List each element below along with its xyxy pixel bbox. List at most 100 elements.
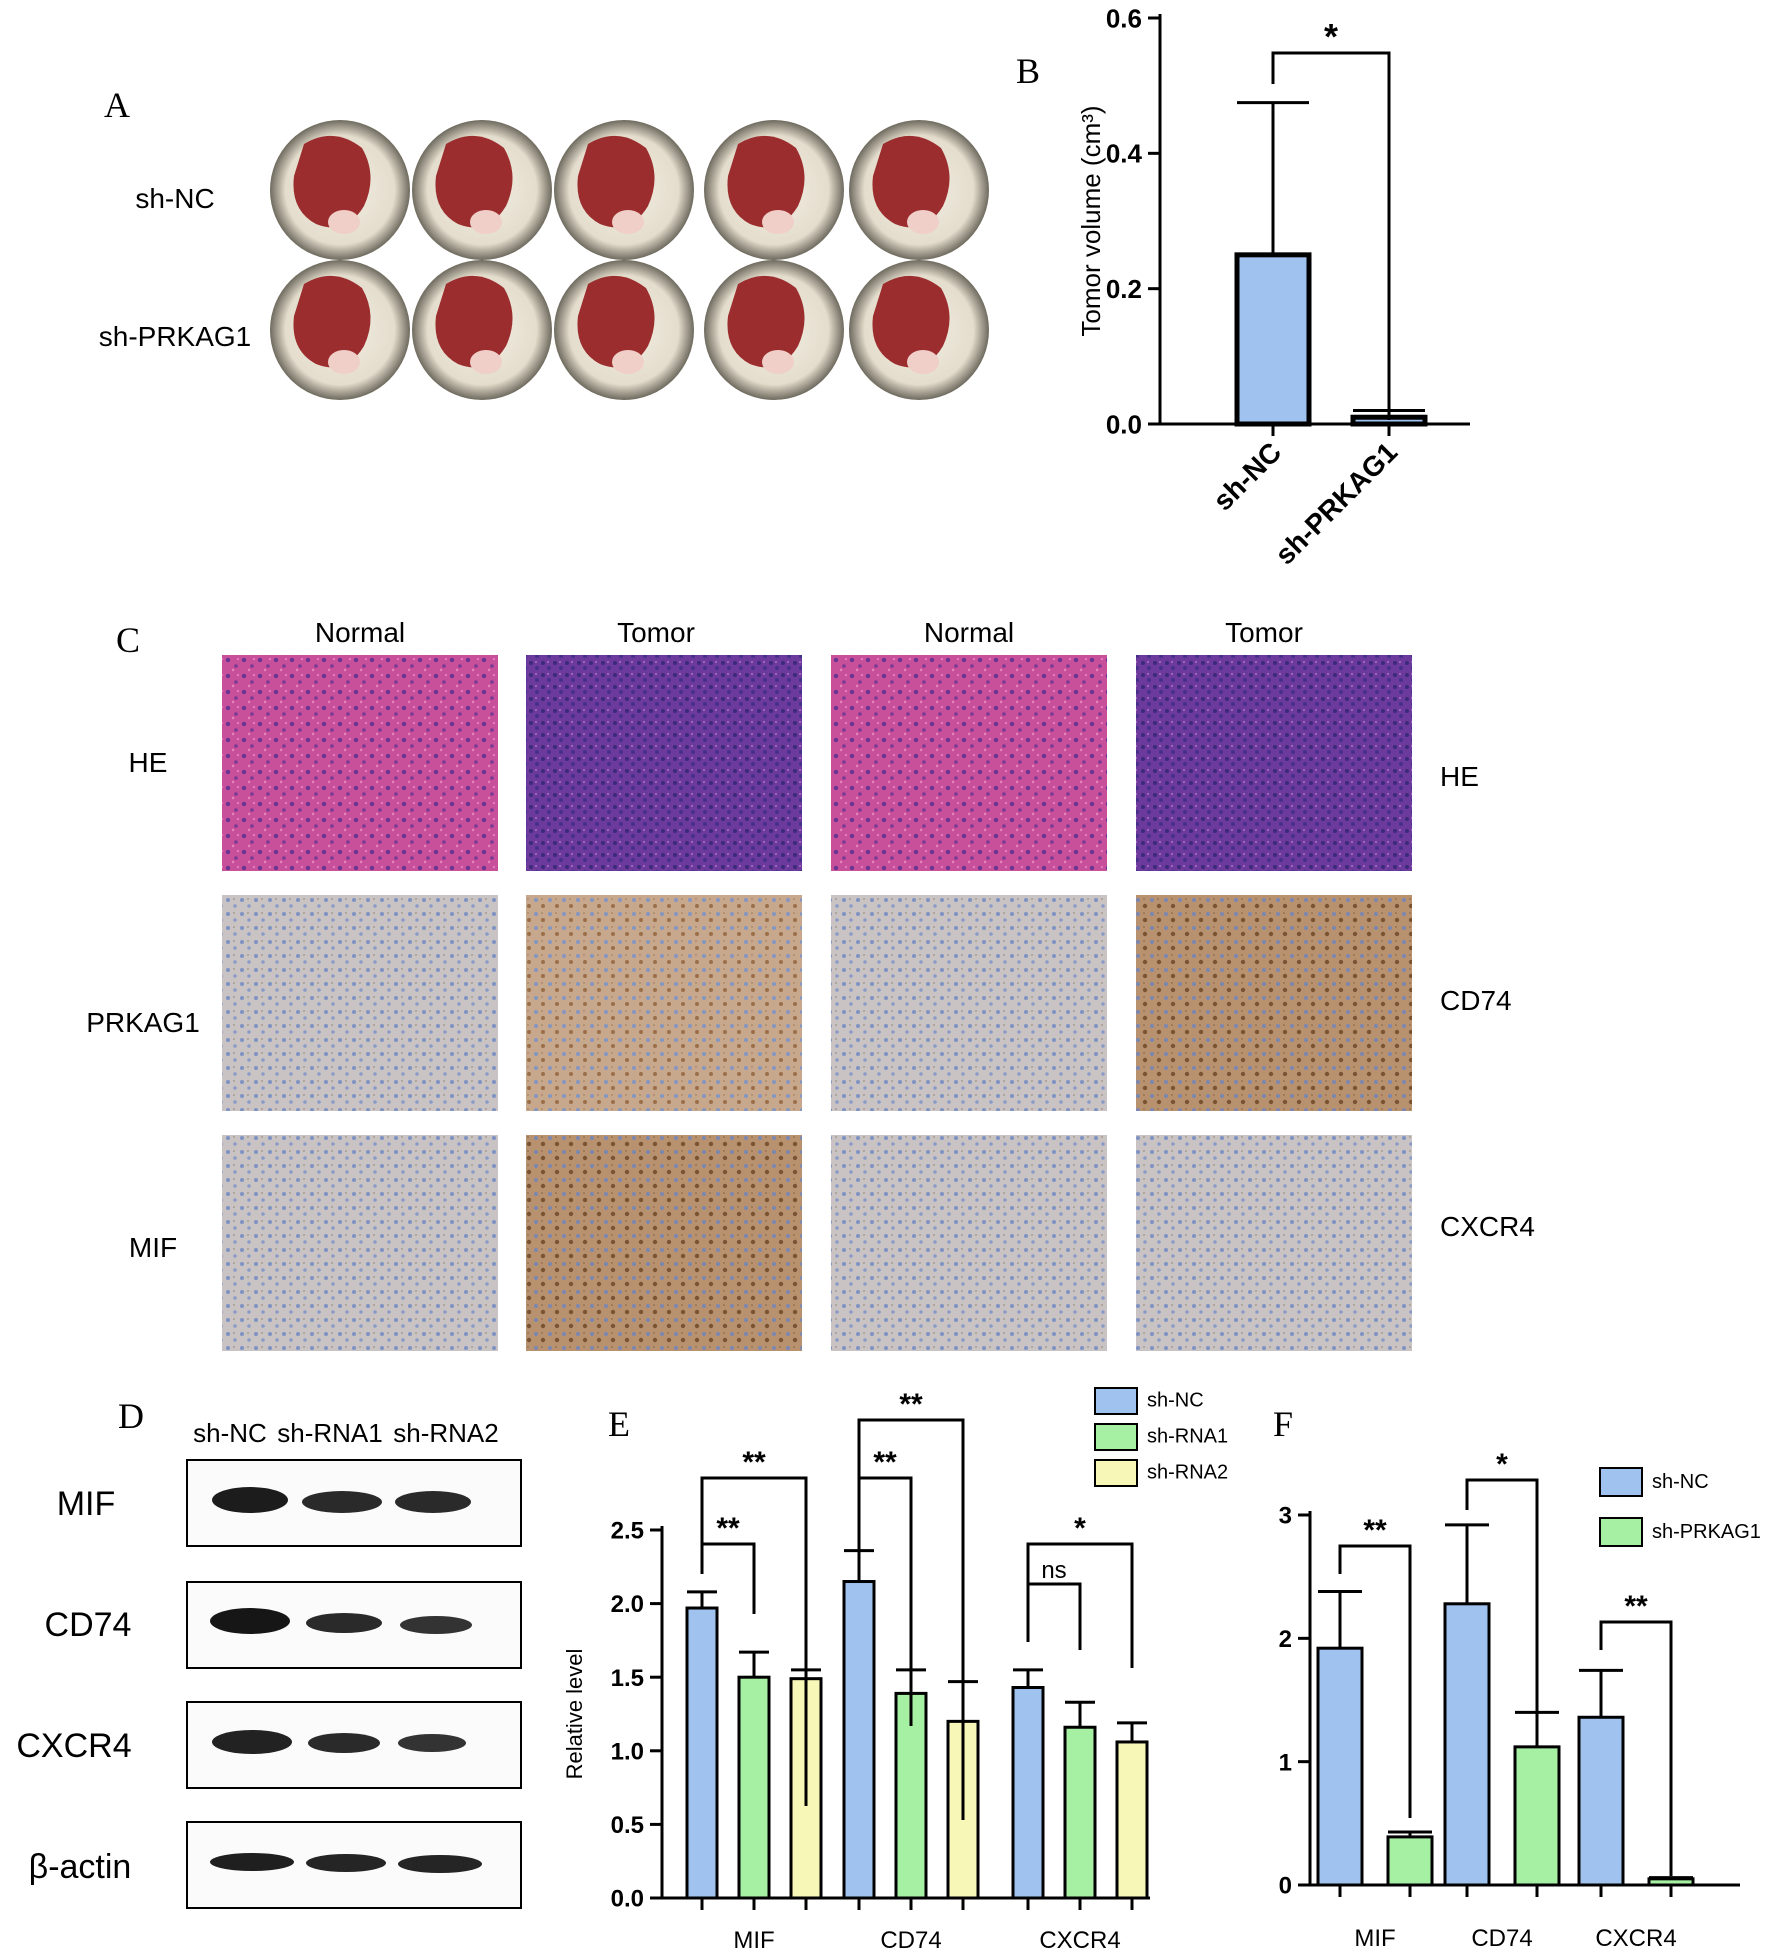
x-tick-label: sh-PRKAG1 bbox=[1269, 436, 1403, 570]
legend-swatch bbox=[1094, 1423, 1138, 1451]
panel-letter-a: A bbox=[104, 85, 130, 125]
significance-label: * bbox=[1496, 1448, 1508, 1481]
specimen-dish bbox=[554, 260, 694, 400]
tumor-nodule bbox=[612, 350, 644, 374]
liver-tissue bbox=[435, 135, 513, 228]
tile-cxcr4-tumor bbox=[1136, 1135, 1412, 1351]
specimen-dish bbox=[412, 120, 552, 260]
legend-label: sh-PRKAG1 bbox=[1652, 1521, 1761, 1543]
significance-bracket bbox=[1338, 1544, 1412, 1818]
bar-sh-NC bbox=[685, 1606, 719, 1900]
legend-label: sh-RNA1 bbox=[1147, 1426, 1228, 1448]
specimen-dish bbox=[849, 260, 989, 400]
y-axis-label: Tomor volume (cm³) bbox=[1076, 105, 1106, 336]
liver-tissue bbox=[577, 275, 655, 368]
y-axis-label: Relative level bbox=[562, 1649, 587, 1780]
y-tick-label: 2.0 bbox=[611, 1591, 644, 1618]
col-label-3: Normal bbox=[924, 617, 1014, 648]
bar-sh-NC bbox=[1234, 252, 1312, 427]
liver-tissue bbox=[293, 135, 371, 228]
x-tick-label: MIF bbox=[733, 1927, 774, 1954]
tile-prkag1-tumor bbox=[526, 895, 802, 1111]
liver-tissue bbox=[727, 275, 805, 368]
x-tick-label: sh-NC bbox=[1207, 436, 1287, 516]
x-tick-label: CD74 bbox=[880, 1927, 941, 1954]
lane-label-3: sh-RNA2 bbox=[393, 1418, 498, 1448]
bar-sh-NC bbox=[1577, 1715, 1625, 1887]
panel-c: Normal Tomor Normal Tomor HE PRKAG1 MIF … bbox=[86, 617, 1535, 1351]
x-tick-label: CXCR4 bbox=[1595, 1925, 1676, 1952]
row-label-mif: MIF bbox=[129, 1232, 177, 1263]
significance-bracket bbox=[700, 1542, 756, 1614]
blot-label-beta-actin: β-actin bbox=[29, 1848, 132, 1886]
specimen-dish bbox=[704, 120, 844, 260]
blot-label-cxcr4: CXCR4 bbox=[16, 1727, 131, 1765]
blot-mif bbox=[186, 1459, 522, 1547]
legend-swatch bbox=[1094, 1459, 1138, 1487]
significance-label: ** bbox=[1363, 1514, 1387, 1547]
legend-swatch bbox=[1599, 1467, 1643, 1497]
legend-label: sh-NC bbox=[1652, 1471, 1709, 1493]
chart-b: 0.0 0.2 0.4 0.6 Tomor volume (cm³) sh-NCsh-PR… bbox=[1076, 3, 1470, 570]
y-tick-label: 0.6 bbox=[1106, 3, 1142, 33]
row-label-sh-nc: sh-NC bbox=[135, 183, 214, 214]
specimen-dish bbox=[554, 120, 694, 260]
liver-tissue bbox=[293, 275, 371, 368]
liver-tissue bbox=[435, 275, 513, 368]
panel-letter-c: C bbox=[116, 620, 140, 660]
tumor-nodule bbox=[907, 210, 939, 234]
liver-tissue bbox=[872, 275, 950, 368]
panel-letter-b: B bbox=[1016, 51, 1040, 91]
tumor-nodule bbox=[328, 210, 360, 234]
liver-tissue bbox=[872, 135, 950, 228]
histology-tiles bbox=[222, 655, 1412, 1351]
liver-tissue bbox=[727, 135, 805, 228]
x-tick-label: CXCR4 bbox=[1039, 1927, 1120, 1954]
y-tick-label: 2 bbox=[1279, 1626, 1292, 1653]
y-tick-label: 0.0 bbox=[1106, 409, 1142, 439]
significance-label: ** bbox=[742, 1446, 766, 1479]
lane-label-2: sh-RNA1 bbox=[277, 1418, 382, 1448]
y-tick-label: 0.0 bbox=[611, 1886, 644, 1913]
row-label-cd74: CD74 bbox=[1440, 985, 1512, 1016]
significance-bracket bbox=[1026, 1582, 1082, 1650]
significance-bracket bbox=[700, 1476, 808, 1806]
panel-letter-f: F bbox=[1273, 1404, 1293, 1444]
bar-sh-PRKAG1 bbox=[1647, 1877, 1695, 1887]
significance-bracket bbox=[1026, 1542, 1134, 1668]
significance-label: ** bbox=[873, 1446, 897, 1479]
lane-label-1: sh-NC bbox=[193, 1418, 267, 1448]
tile-cxcr4-normal bbox=[831, 1135, 1107, 1351]
chart-e: 0.0 0.5 1.0 1.5 2.0 2.5 Relative level MIF CD74 C… bbox=[562, 1387, 1228, 1954]
tile-he-normal-1 bbox=[222, 655, 498, 871]
specimen-dishes bbox=[270, 120, 989, 400]
tile-mif-normal bbox=[222, 1135, 498, 1351]
tile-prkag1-normal bbox=[222, 895, 498, 1111]
bar-sh-RNA1 bbox=[1063, 1725, 1097, 1900]
y-tick-label: 0 bbox=[1279, 1873, 1292, 1900]
significance-bracket bbox=[857, 1418, 965, 1820]
y-tick-label: 3 bbox=[1279, 1503, 1292, 1530]
panel-d: sh-NC sh-RNA1 sh-RNA2 MIF CD74 CXCR4 β-a… bbox=[16, 1418, 522, 1909]
panel-a: sh-NC sh-PRKAG1 bbox=[99, 120, 989, 400]
bar-sh-PRKAG1 bbox=[1513, 1745, 1561, 1887]
blot-label-cd74: CD74 bbox=[45, 1606, 132, 1644]
col-label-4: Tomor bbox=[1225, 617, 1303, 648]
row-label-cxcr4: CXCR4 bbox=[1440, 1211, 1535, 1242]
tumor-nodule bbox=[762, 350, 794, 374]
bar-sh-NC bbox=[842, 1580, 876, 1900]
y-tick-label: 0.5 bbox=[611, 1812, 644, 1839]
x-tick-label: MIF bbox=[1354, 1925, 1395, 1952]
legend-swatch bbox=[1599, 1517, 1643, 1547]
blot-cxcr4 bbox=[186, 1701, 522, 1789]
specimen-dish bbox=[704, 260, 844, 400]
tumor-nodule bbox=[470, 350, 502, 374]
bar-sh-PRKAG1 bbox=[1386, 1835, 1434, 1887]
tumor-nodule bbox=[612, 210, 644, 234]
significance-label: * bbox=[1074, 1512, 1086, 1545]
y-tick-label: 0.4 bbox=[1106, 139, 1143, 169]
tile-he-tumor-1 bbox=[526, 655, 802, 871]
col-label-1: Normal bbox=[315, 617, 405, 648]
row-label-sh-prkag1: sh-PRKAG1 bbox=[99, 321, 252, 352]
